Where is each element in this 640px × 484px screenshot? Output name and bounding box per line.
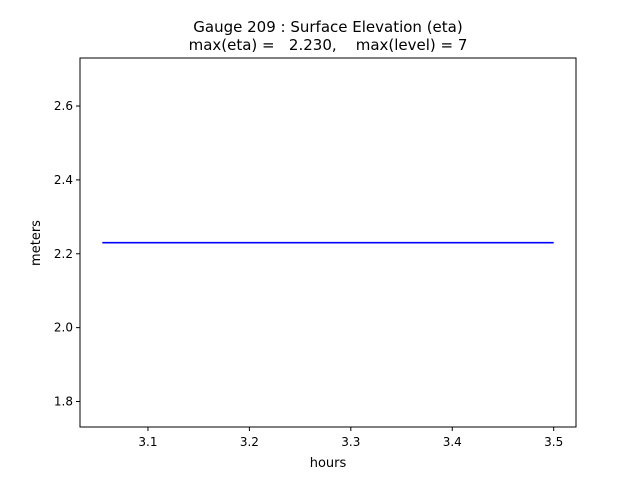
x-tick-label: 3.3 xyxy=(341,435,360,449)
y-tick-label: 2.0 xyxy=(54,321,73,335)
x-tick-label: 3.5 xyxy=(544,435,563,449)
x-axis: 3.1 3.2 3.3 3.4 3.5 xyxy=(138,427,563,449)
y-tick-label: 1.8 xyxy=(54,395,73,409)
x-tick-label: 3.2 xyxy=(240,435,259,449)
x-axis-label: hours xyxy=(310,456,347,471)
y-tick-label: 2.6 xyxy=(54,99,73,113)
y-tick-label: 2.2 xyxy=(54,247,73,261)
y-axis: 1.8 2.0 2.2 2.4 2.6 xyxy=(54,99,80,409)
x-tick-label: 3.1 xyxy=(138,435,157,449)
y-tick-label: 2.4 xyxy=(54,173,73,187)
plot-area-frame xyxy=(79,57,577,428)
chart-title-line2: max(eta) = 2.230, max(level) = 7 xyxy=(189,36,468,54)
y-axis-label: meters xyxy=(29,220,44,266)
x-tick-label: 3.4 xyxy=(443,435,462,449)
chart-title-line1: Gauge 209 : Surface Elevation (eta) xyxy=(193,18,462,36)
